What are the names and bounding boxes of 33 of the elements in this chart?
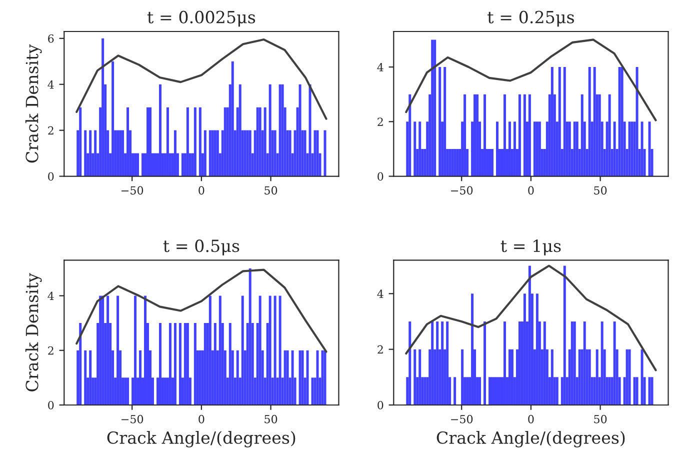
y-tick-label: 0	[48, 172, 54, 181]
x-tick-label: 50	[594, 414, 607, 424]
y-tick-label: 2	[48, 126, 54, 135]
y-tick-label: 2	[378, 345, 383, 354]
y-axis-title: Crack Density	[25, 44, 42, 163]
x-tick-label: −50	[451, 414, 473, 424]
x-tick-label: 50	[594, 186, 607, 195]
x-tick-label: 0	[198, 186, 204, 195]
x-tick-label: 0	[528, 186, 534, 195]
chart-title: t = 0.25μs	[488, 10, 574, 27]
x-tick-label: −50	[451, 186, 473, 195]
x-tick-label: 0	[198, 414, 204, 424]
y-tick-label: 2	[378, 118, 383, 126]
y-tick-label: 4	[377, 62, 384, 72]
y-tick-label: 0	[378, 400, 384, 410]
chart-title: t = 1μs	[500, 240, 561, 256]
chart-title: t = 0.5μs	[163, 240, 240, 256]
y-tick-label: 0	[48, 400, 54, 410]
x-tick-label: 50	[264, 186, 278, 195]
y-tick-label: 4	[48, 80, 54, 89]
x-tick-label: 50	[264, 414, 278, 424]
y-axis-title: Crack Density	[25, 272, 42, 392]
y-tick-label: 6	[48, 34, 54, 43]
y-tick-label: 4	[377, 290, 384, 298]
y-tick-label: 0	[378, 172, 384, 181]
y-tick-label: 4	[48, 292, 54, 300]
x-axis-title: Crack Angle/(degrees)	[107, 431, 296, 448]
y-tick-label: 2	[48, 346, 54, 355]
chart-title: t = 0.0025μs	[147, 10, 256, 27]
x-tick-label: −50	[122, 186, 144, 195]
x-tick-label: −50	[122, 414, 144, 424]
x-tick-label: 0	[528, 414, 534, 424]
x-axis-title: Crack Angle/(degrees)	[436, 431, 625, 448]
